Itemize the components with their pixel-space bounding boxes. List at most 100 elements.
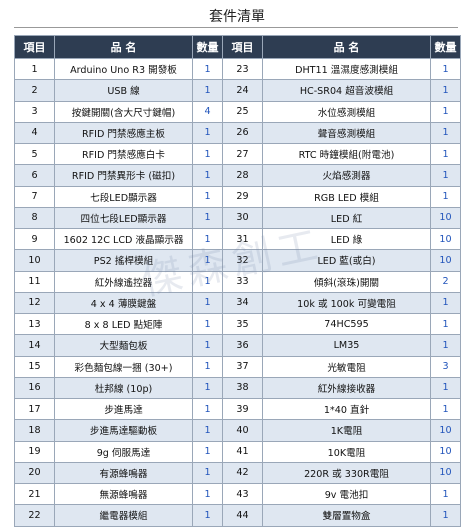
item-name-right: 9v 電池扣	[262, 482, 431, 506]
item-qty-left: 1	[192, 397, 223, 421]
item-no-right: 27	[222, 142, 263, 166]
item-qty-right: 1	[430, 79, 461, 102]
item-name-left: 9g 伺服馬達	[54, 440, 193, 463]
item-qty-left: 1	[192, 57, 223, 81]
item-no-left: 2	[14, 79, 55, 102]
item-qty-left: 1	[192, 270, 223, 293]
item-no-left: 20	[14, 461, 55, 485]
item-no-left: 9	[14, 227, 55, 251]
item-qty-left: 1	[192, 312, 223, 336]
item-qty-right: 1	[430, 504, 461, 527]
item-name-right: 1K電阻	[262, 419, 431, 442]
item-qty-right: 1	[430, 121, 461, 145]
item-qty-left: 1	[192, 164, 223, 187]
item-qty-right: 1	[430, 482, 461, 506]
item-qty-right: 10	[430, 461, 461, 485]
item-qty-left: 1	[192, 482, 223, 506]
table-row: 1 Arduino Uno R3 開發板 1 23 DHT11 溫濕度感測模組 1	[14, 57, 461, 81]
table-row: 17 步進馬達 1 39 1*40 直針 1	[14, 397, 461, 421]
table-row: 2 USB 線 1 24 HC-SR04 超音波模組 1	[14, 79, 461, 102]
item-no-left: 6	[14, 164, 55, 187]
item-qty-left: 1	[192, 206, 223, 230]
item-name-right: HC-SR04 超音波模組	[262, 79, 431, 102]
header-no-left: 項目	[14, 35, 55, 59]
item-qty-right: 1	[430, 142, 461, 166]
table-row: 22 繼電器模組 1 44 雙層置物盒 1	[14, 504, 461, 527]
header-no-right: 項目	[222, 35, 263, 59]
item-name-left: RFID 門禁感應主板	[54, 121, 193, 145]
item-name-left: USB 線	[54, 79, 193, 102]
table-row: 9 1602 12C LCD 液晶顯示器 1 31 LED 綠 10	[14, 227, 461, 251]
item-no-right: 39	[222, 397, 263, 421]
item-no-left: 1	[14, 57, 55, 81]
item-no-right: 36	[222, 334, 263, 357]
table-row: 18 步進馬達驅動板 1 40 1K電阻 10	[14, 419, 461, 442]
item-no-left: 10	[14, 249, 55, 272]
item-name-left: 8 x 8 LED 點矩陣	[54, 312, 193, 336]
item-qty-left: 1	[192, 142, 223, 166]
item-no-right: 29	[222, 185, 263, 208]
item-no-left: 3	[14, 100, 55, 123]
table-row: 7 七段LED顯示器 1 29 RGB LED 模組 1	[14, 185, 461, 208]
item-no-right: 28	[222, 164, 263, 187]
item-no-right: 34	[222, 291, 263, 315]
table-row: 4 RFID 門禁感應主板 1 26 聲音感測模組 1	[14, 121, 461, 145]
item-qty-left: 1	[192, 419, 223, 442]
item-qty-right: 1	[430, 291, 461, 315]
item-no-left: 19	[14, 440, 55, 463]
item-qty-left: 1	[192, 227, 223, 251]
item-name-right: 1*40 直針	[262, 397, 431, 421]
item-qty-right: 1	[430, 397, 461, 421]
item-name-right: 74HC595	[262, 312, 431, 336]
item-name-right: DHT11 溫濕度感測模組	[262, 57, 431, 81]
item-no-right: 41	[222, 440, 263, 463]
item-name-right: 220R 或 330R電阻	[262, 461, 431, 485]
item-qty-left: 1	[192, 79, 223, 102]
item-no-right: 38	[222, 376, 263, 400]
item-name-right: 水位感測模組	[262, 100, 431, 123]
item-no-right: 33	[222, 270, 263, 293]
item-qty-right: 1	[430, 185, 461, 208]
item-no-right: 32	[222, 249, 263, 272]
item-name-right: LM35	[262, 334, 431, 357]
table-row: 19 9g 伺服馬達 1 41 10K電阻 10	[14, 440, 461, 463]
table-row: 11 紅外線遙控器 1 33 傾斜(滾珠)開關 2	[14, 270, 461, 293]
item-qty-right: 10	[430, 227, 461, 251]
item-qty-right: 1	[430, 376, 461, 400]
item-qty-left: 1	[192, 121, 223, 145]
item-name-right: LED 藍(或白)	[262, 249, 431, 272]
item-name-right: 傾斜(滾珠)開關	[262, 270, 431, 293]
item-qty-right: 2	[430, 270, 461, 293]
item-name-right: 光敏電阻	[262, 355, 431, 378]
item-no-left: 14	[14, 334, 55, 357]
item-no-right: 44	[222, 504, 263, 527]
item-qty-left: 1	[192, 334, 223, 357]
item-no-right: 30	[222, 206, 263, 230]
item-no-left: 16	[14, 376, 55, 400]
item-name-right: 火焰感測器	[262, 164, 431, 187]
parts-table: 項目 品 名 數量 項目 品 名 數量 1 Arduino Uno R3 開發板 1…	[14, 35, 461, 527]
item-qty-right: 1	[430, 334, 461, 357]
item-qty-left: 1	[192, 291, 223, 315]
header-name-right: 品 名	[262, 35, 431, 59]
header-qty-right: 數量	[430, 35, 461, 59]
item-name-left: RFID 門禁異形卡 (磁扣)	[54, 164, 193, 187]
table-row: 16 杜邦線 (10p) 1 38 紅外線接收器 1	[14, 376, 461, 400]
table-row: 14 大型麵包板 1 36 LM35 1	[14, 334, 461, 357]
header-qty-left: 數量	[192, 35, 223, 59]
item-name-right: 聲音感測模組	[262, 121, 431, 145]
item-name-left: 繼電器模組	[54, 504, 193, 527]
table-row: 10 PS2 搖桿模組 1 32 LED 藍(或白) 10	[14, 249, 461, 272]
item-qty-right: 10	[430, 206, 461, 230]
table-header-row: 項目 品 名 數量 項目 品 名 數量	[14, 35, 461, 59]
item-name-left: 1602 12C LCD 液晶顯示器	[54, 227, 193, 251]
item-no-right: 25	[222, 100, 263, 123]
page-title: 套件清單	[209, 9, 265, 25]
item-qty-right: 1	[430, 100, 461, 123]
item-no-right: 23	[222, 57, 263, 81]
item-qty-left: 1	[192, 440, 223, 463]
item-no-left: 17	[14, 397, 55, 421]
item-name-left: 有源蜂鳴器	[54, 461, 193, 485]
item-qty-left: 1	[192, 249, 223, 272]
item-qty-right: 10	[430, 249, 461, 272]
